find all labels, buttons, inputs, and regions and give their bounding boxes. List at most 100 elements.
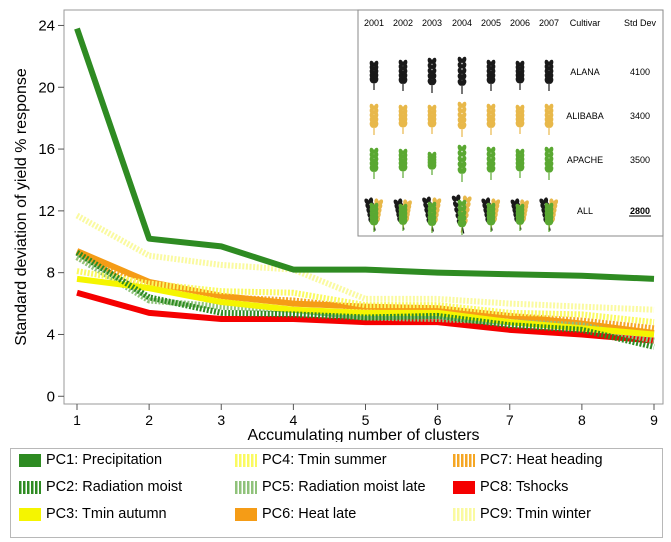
inset-std-value: 3500 xyxy=(630,155,650,165)
wheat-grain xyxy=(490,165,496,173)
wheat-icon xyxy=(398,148,408,178)
wheat-grain xyxy=(515,76,521,84)
wheat-grain xyxy=(452,201,459,208)
legend-swatch xyxy=(453,453,475,467)
wheat-icon xyxy=(457,101,467,137)
inset-panel xyxy=(357,9,664,237)
wheat-grain xyxy=(457,144,463,152)
wheat-grain xyxy=(436,198,442,205)
wheat-grain xyxy=(431,73,437,80)
y-tick-label: 4 xyxy=(47,326,55,343)
wheat-grain xyxy=(461,161,467,169)
wheat-grain xyxy=(394,203,400,211)
wheat-grain xyxy=(431,78,437,86)
wheat-icon xyxy=(369,103,379,135)
inset-std-value: 2800 xyxy=(630,206,650,216)
wheat-grain xyxy=(486,121,492,128)
legend-swatch xyxy=(19,453,41,467)
wheat-icon xyxy=(486,146,496,180)
wheat-grain xyxy=(369,121,375,128)
wheat-grain xyxy=(510,199,516,206)
wheat-grain xyxy=(451,195,457,202)
wheat-grain xyxy=(373,165,379,172)
wheat-grain xyxy=(482,203,488,210)
wheat-icon-all-green xyxy=(398,203,408,231)
legend-swatch xyxy=(235,507,257,521)
wheat-grain xyxy=(431,162,437,170)
wheat-grain xyxy=(461,204,467,212)
legend: PC1: Precipitation PC2: Radiation moist PC… xyxy=(10,448,663,538)
wheat-grain xyxy=(519,164,525,172)
legend-label: PC8: Tshocks xyxy=(480,479,569,495)
x-tick-label: 4 xyxy=(289,412,297,428)
wheat-grain xyxy=(422,197,428,204)
wheat-icon xyxy=(515,148,525,178)
wheat-icon-all-green xyxy=(544,202,554,232)
wheat-grain xyxy=(457,73,463,81)
y-tick-label: 0 xyxy=(47,388,55,405)
legend-swatch xyxy=(453,507,475,521)
wheat-grain xyxy=(461,62,467,69)
inset-cultivar-label: ALIBABA xyxy=(566,111,604,121)
wheat-grain xyxy=(402,77,408,84)
wheat-icon xyxy=(457,56,467,94)
wheat-grain xyxy=(552,199,559,206)
wheat-icon xyxy=(515,104,525,134)
wheat-grain xyxy=(461,79,467,86)
wheat-grain xyxy=(398,218,404,225)
y-tick-label: 16 xyxy=(38,141,55,158)
wheat-grain xyxy=(431,219,437,226)
wheat-grain xyxy=(552,203,558,210)
wheat-grain xyxy=(486,218,492,226)
wheat-icon xyxy=(515,60,525,90)
legend-label: PC4: Tmin summer xyxy=(262,452,387,468)
wheat-icon-all-green xyxy=(486,202,496,232)
wheat-grain xyxy=(457,106,463,114)
wheat-grain xyxy=(465,201,471,209)
wheat-grain xyxy=(461,117,467,124)
y-tick-label: 20 xyxy=(38,79,55,96)
wheat-grain xyxy=(548,77,554,84)
wheat-icon-all-green xyxy=(369,202,379,232)
wheat-grain xyxy=(402,218,408,225)
wheat-grain xyxy=(398,120,404,128)
x-tick-label: 2 xyxy=(145,412,153,428)
legend-item: PC8: Tshocks xyxy=(453,477,568,497)
series-line-3 xyxy=(76,275,655,338)
legend-label: PC2: Radiation moist xyxy=(46,479,183,495)
series-line-8 xyxy=(76,289,655,344)
inset-std-value: 4100 xyxy=(630,67,650,77)
legend-label: PC6: Heat late xyxy=(262,506,357,522)
wheat-grain xyxy=(515,120,521,128)
wheat-icon xyxy=(427,151,437,175)
wheat-grain xyxy=(461,210,467,217)
wheat-grain xyxy=(490,218,496,226)
wheat-grain xyxy=(457,79,463,86)
legend-swatch xyxy=(235,453,257,467)
wheat-grain xyxy=(369,165,375,172)
wheat-grain xyxy=(402,164,408,172)
wheat-grain xyxy=(461,122,467,130)
wheat-grain xyxy=(373,76,379,84)
legend-swatch xyxy=(19,480,41,494)
legend-label: PC9: Tmin winter xyxy=(480,506,591,522)
inset-year-label: 2006 xyxy=(510,18,530,28)
wheat-grain xyxy=(461,106,467,114)
wheat-grain xyxy=(490,77,496,84)
wheat-grain xyxy=(466,196,472,203)
wheat-icon xyxy=(369,147,379,179)
x-tick-label: 6 xyxy=(434,412,442,428)
wheat-icon-all-green xyxy=(457,199,467,235)
wheat-icon xyxy=(398,59,408,91)
wheat-grain xyxy=(457,199,463,207)
wheat-grain xyxy=(544,121,550,128)
wheat-grain xyxy=(519,76,525,84)
inset-std-header: Std Dev xyxy=(624,18,657,28)
y-tick-label: 12 xyxy=(38,203,55,220)
wheat-icon-all-green xyxy=(427,201,437,233)
y-tick-label: 8 xyxy=(47,265,55,282)
wheat-icon xyxy=(369,60,379,90)
x-tick-label: 9 xyxy=(650,412,658,428)
wheat-icon xyxy=(486,103,496,135)
wheat-grain xyxy=(398,77,404,84)
